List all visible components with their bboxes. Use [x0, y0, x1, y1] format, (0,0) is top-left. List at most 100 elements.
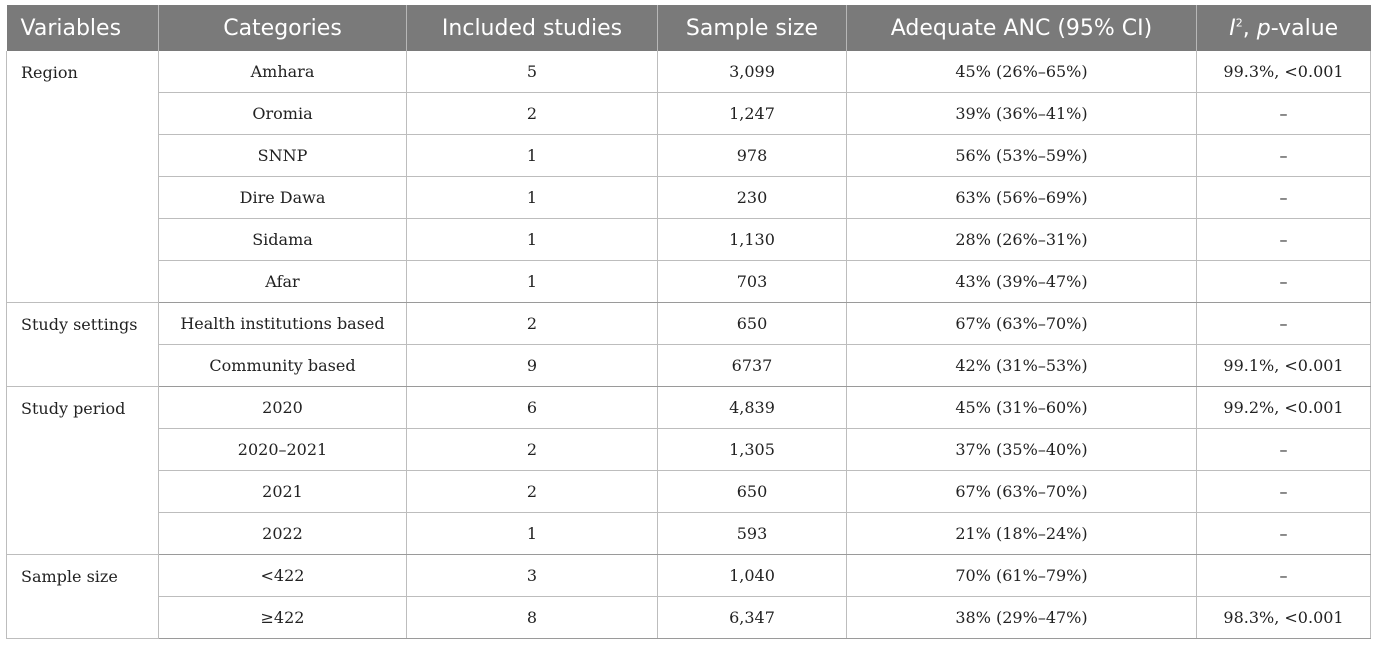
- heterogeneity-cell: –: [1196, 512, 1371, 555]
- header-adequate-anc: Adequate ANC (95% CI): [846, 5, 1197, 51]
- header-sample-size: Sample size: [657, 5, 847, 51]
- category-cell: 2020: [158, 386, 407, 429]
- variable-cell: Sample size: [6, 554, 159, 639]
- studies-cell: 6: [406, 386, 658, 429]
- sample-size-cell: 6737: [657, 344, 847, 387]
- variable-cell: Study settings: [6, 302, 159, 387]
- heterogeneity-cell: –: [1196, 92, 1371, 135]
- category-cell: Community based: [158, 344, 407, 387]
- header-categories: Categories: [158, 5, 407, 51]
- adequate-anc-cell: 39% (36%–41%): [846, 92, 1197, 135]
- studies-cell: 2: [406, 92, 658, 135]
- heterogeneity-cell: –: [1196, 176, 1371, 219]
- category-cell: 2020–2021: [158, 428, 407, 471]
- category-cell: Amhara: [158, 51, 407, 93]
- adequate-anc-cell: 45% (26%–65%): [846, 51, 1197, 93]
- studies-cell: 1: [406, 512, 658, 555]
- studies-cell: 5: [406, 51, 658, 93]
- table-row: 2021 2 650 67% (63%–70%) –: [7, 470, 1371, 513]
- studies-cell: 2: [406, 470, 658, 513]
- header-variables: Variables: [6, 5, 159, 51]
- adequate-anc-cell: 21% (18%–24%): [846, 512, 1197, 555]
- table-row: Sidama 1 1,130 28% (26%–31%) –: [7, 218, 1371, 261]
- adequate-anc-cell: 63% (56%–69%): [846, 176, 1197, 219]
- subgroup-analysis-table: Variables Categories Included studies Sa…: [6, 5, 1371, 639]
- adequate-anc-cell: 37% (35%–40%): [846, 428, 1197, 471]
- heterogeneity-cell: –: [1196, 134, 1371, 177]
- i2-separator: ,: [1242, 15, 1257, 41]
- variable-cell: Region: [6, 51, 159, 303]
- sample-size-cell: 978: [657, 134, 847, 177]
- heterogeneity-cell: 98.3%, <0.001: [1196, 596, 1371, 639]
- table-row: Dire Dawa 1 230 63% (56%–69%) –: [7, 176, 1371, 219]
- table-row: 2022 1 593 21% (18%–24%) –: [7, 512, 1371, 555]
- adequate-anc-cell: 56% (53%–59%): [846, 134, 1197, 177]
- i2-symbol: I: [1229, 15, 1236, 41]
- adequate-anc-cell: 67% (63%–70%): [846, 302, 1197, 345]
- sample-size-cell: 230: [657, 176, 847, 219]
- category-cell: Sidama: [158, 218, 407, 261]
- sample-size-cell: 1,130: [657, 218, 847, 261]
- p-symbol: p: [1256, 15, 1271, 41]
- category-cell: 2021: [158, 470, 407, 513]
- adequate-anc-cell: 43% (39%–47%): [846, 260, 1197, 303]
- heterogeneity-cell: –: [1196, 260, 1371, 303]
- heterogeneity-cell: 99.1%, <0.001: [1196, 344, 1371, 387]
- heterogeneity-cell: –: [1196, 302, 1371, 345]
- table-row: Sample size <422 3 1,040 70% (61%–79%) –: [6, 554, 1371, 639]
- adequate-anc-cell: 42% (31%–53%): [846, 344, 1197, 387]
- p-value-suffix: -value: [1270, 15, 1339, 41]
- table-row: Afar 1 703 43% (39%–47%) –: [7, 260, 1371, 303]
- sample-size-cell: 1,305: [657, 428, 847, 471]
- studies-cell: 8: [406, 596, 658, 639]
- studies-cell: 1: [406, 176, 658, 219]
- heterogeneity-cell: –: [1196, 470, 1371, 513]
- header-heterogeneity: I2, p-value: [1196, 5, 1371, 51]
- studies-cell: 1: [406, 218, 658, 261]
- category-cell: Afar: [158, 260, 407, 303]
- sample-size-cell: 1,040: [657, 554, 847, 597]
- category-cell: 2022: [158, 512, 407, 555]
- category-cell: Oromia: [158, 92, 407, 135]
- adequate-anc-cell: 67% (63%–70%): [846, 470, 1197, 513]
- studies-cell: 1: [406, 134, 658, 177]
- category-cell: Dire Dawa: [158, 176, 407, 219]
- table-row: Study period 2020 6 4,839 45% (31%–60%) 99.2%…: [6, 386, 1371, 555]
- sample-size-cell: 4,839: [657, 386, 847, 429]
- table-row: SNNP 1 978 56% (53%–59%) –: [7, 134, 1371, 177]
- category-cell: SNNP: [158, 134, 407, 177]
- sample-size-cell: 650: [657, 470, 847, 513]
- sample-size-cell: 593: [657, 512, 847, 555]
- sample-size-cell: 650: [657, 302, 847, 345]
- variable-cell: Study period: [6, 386, 159, 555]
- table-body: Region Amhara 5 3,099 45% (26%–65%) 99.3%, <0…: [6, 51, 1371, 639]
- heterogeneity-cell: –: [1196, 218, 1371, 261]
- studies-cell: 3: [406, 554, 658, 597]
- adequate-anc-cell: 38% (29%–47%): [846, 596, 1197, 639]
- adequate-anc-cell: 45% (31%–60%): [846, 386, 1197, 429]
- table-row: Community based 9 6737 42% (31%–53%) 99.1%, …: [7, 344, 1371, 387]
- heterogeneity-cell: –: [1196, 554, 1371, 597]
- sample-size-cell: 6,347: [657, 596, 847, 639]
- i2-superscript: 2: [1235, 16, 1243, 30]
- heterogeneity-cell: 99.3%, <0.001: [1196, 51, 1371, 93]
- studies-cell: 2: [406, 302, 658, 345]
- table-row: 2020–2021 2 1,305 37% (35%–40%) –: [7, 428, 1371, 471]
- heterogeneity-cell: 99.2%, <0.001: [1196, 386, 1371, 429]
- table-row: ≥422 8 6,347 38% (29%–47%) 98.3%, <0.001: [7, 596, 1371, 639]
- studies-cell: 2: [406, 428, 658, 471]
- header-included-studies: Included studies: [406, 5, 658, 51]
- sample-size-cell: 1,247: [657, 92, 847, 135]
- studies-cell: 9: [406, 344, 658, 387]
- studies-cell: 1: [406, 260, 658, 303]
- table-header-row: Variables Categories Included studies Sa…: [6, 5, 1371, 51]
- category-cell: Health institutions based: [158, 302, 407, 345]
- adequate-anc-cell: 70% (61%–79%): [846, 554, 1197, 597]
- category-cell: ≥422: [158, 596, 407, 639]
- category-cell: <422: [158, 554, 407, 597]
- heterogeneity-cell: –: [1196, 428, 1371, 471]
- table-row: Study settings Health institutions based 2…: [6, 302, 1371, 387]
- sample-size-cell: 3,099: [657, 51, 847, 93]
- table-row: Oromia 2 1,247 39% (36%–41%) –: [7, 92, 1371, 135]
- table-row: Region Amhara 5 3,099 45% (26%–65%) 99.3%, <0…: [6, 51, 1371, 303]
